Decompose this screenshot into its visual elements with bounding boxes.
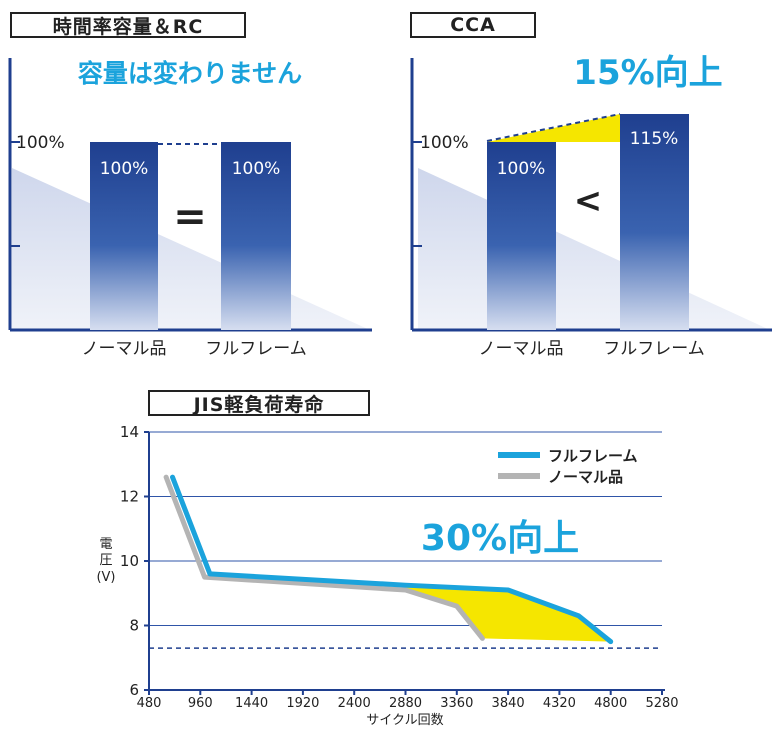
chart3-xtick-label: 960 [188,696,213,711]
chart2-bar-normal-label: 100% [497,159,546,179]
chart3-ytick-label: 6 [129,681,139,699]
chart3-ytick-label: 10 [120,552,139,570]
chart1: 容量は変わりません 100% 100% 100% = ノーマル品 フルフレーム [8,58,372,359]
legend-label-fullframe: フルフレーム [548,447,638,465]
chart3-headline: 30%向上 [421,518,579,559]
chart1-bar-normal [90,142,158,330]
chart3-xtick-label: 4320 [543,696,576,711]
chart1-comparison-symbol: = [173,194,207,240]
chart1-category-normal: ノーマル品 [82,339,167,359]
chart3-xtick-label: 480 [137,696,162,711]
chart3-xtick-label: 1440 [235,696,268,711]
chart3-title: JIS軽負荷寿命 [148,390,370,416]
chart3-xtick-label: 2400 [338,696,371,711]
chart3-ytick-label: 12 [120,488,139,506]
chart3-xtick-label: 4800 [594,696,627,711]
chart1-title: 時間率容量＆RC [10,12,246,38]
chart2-bar-normal [487,142,556,330]
chart3-xtick-label: 2880 [389,696,422,711]
chart1-bar-fullframe-label: 100% [232,159,281,179]
chart2-category-fullframe: フルフレーム [603,339,705,359]
chart3-improvement-area [405,585,611,642]
chart3-xtick-label: 3360 [440,696,473,711]
chart2-baseline-label: 100% [420,133,469,153]
chart2-comparison-symbol: < [574,181,603,221]
chart3-xtick-label: 3840 [492,696,525,711]
chart3-xlabel: サイクル回数 [366,713,443,728]
chart1-headline: 容量は変わりません [78,59,302,88]
chart3-xtick-label: 1920 [286,696,319,711]
legend-label-normal: ノーマル品 [548,468,623,486]
chart1-baseline-label: 100% [16,133,65,153]
chart3-legend: フルフレーム ノーマル品 [498,447,638,486]
chart2-dashed-link [486,113,621,142]
chart2: 15%向上 100% 100% 115% < ノーマル品 フルフレーム [410,53,772,359]
chart3-series [163,474,614,645]
chart2-bar-fullframe [620,114,689,330]
chart2-bar-fullframe-label: 115% [630,129,679,149]
chart1-background-wedge [12,168,370,330]
chart2-headline: 15%向上 [573,53,722,93]
chart3-ytick-label: 8 [129,617,139,635]
chart1-bar-fullframe [221,142,291,330]
chart3-ylabel-2: 圧 [99,553,112,568]
chart3-ylabel-1: 電 [99,537,112,552]
chart2-category-normal: ノーマル品 [479,339,564,359]
chart3-ytick-label: 14 [120,423,139,441]
chart1-category-fullframe: フルフレーム [205,339,307,359]
chart3-xtick-label: 5280 [645,696,678,711]
series-line-normal [163,474,485,641]
chart3-ticks: 6 8 10 12 14 480 960 1440 1920 2400 2880 3360 3840 43… [120,423,679,711]
chart2-title: CCA [410,12,536,38]
chart3: 6 8 10 12 14 480 960 1440 1920 2400 2880 3360 3840 43… [96,423,678,728]
chart3-ylabel-3: (V) [96,570,115,585]
chart1-bar-normal-label: 100% [100,159,149,179]
series-line-fullframe [170,474,614,645]
